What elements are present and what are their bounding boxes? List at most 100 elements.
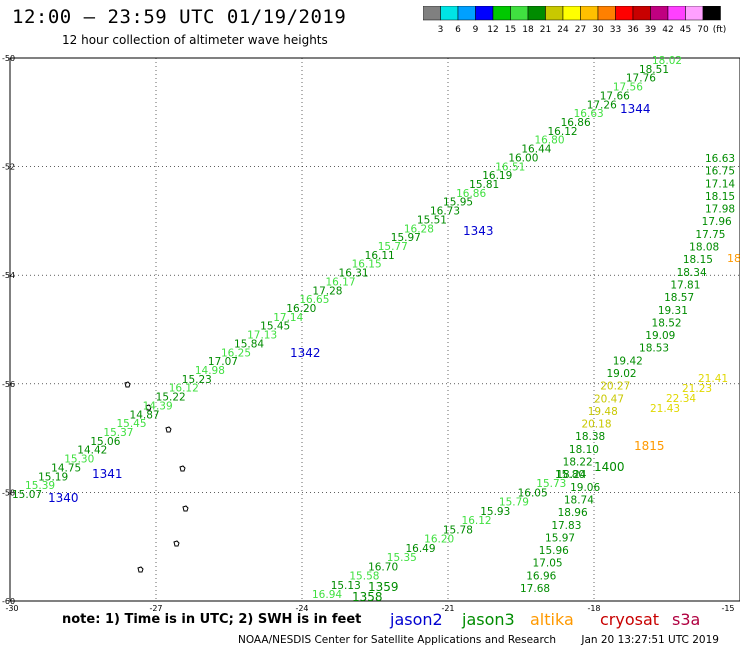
swh-value: 18.22 xyxy=(563,457,593,469)
pass-time: 1344 xyxy=(620,102,651,116)
swh-value: 16.00 xyxy=(508,152,538,164)
swh-value: 15.97 xyxy=(391,232,421,244)
swh-value: 15.81 xyxy=(469,179,499,191)
swh-value: 18.24 xyxy=(556,469,586,481)
swh-value: 16.11 xyxy=(365,250,395,262)
color-scale-bar: 3 6 9 12 15 18 21 24 27 30 33 36 39 42 45 70 (ft) xyxy=(423,6,727,35)
swh-value: 16.51 xyxy=(495,161,525,173)
swh-value: 16.15 xyxy=(352,259,382,271)
scale-label: 70 xyxy=(697,25,709,35)
swh-value: 15.37 xyxy=(103,427,133,439)
swh-value: 17.68 xyxy=(520,583,550,595)
swh-value: 15.93 xyxy=(480,506,510,518)
swh-value: 15.22 xyxy=(156,392,186,404)
swh-value: 18.15 xyxy=(705,191,735,203)
swh-value: 14.39 xyxy=(143,400,173,412)
swh-value: 16.28 xyxy=(404,223,434,235)
lon-label: -24 xyxy=(295,604,308,613)
lon-label: -18 xyxy=(587,604,600,613)
swh-value: 15.45 xyxy=(260,321,290,333)
swh-value: 17.81 xyxy=(670,279,700,291)
swh-value: 16.19 xyxy=(482,170,512,182)
swh-value: 15.58 xyxy=(349,571,379,583)
island-outline xyxy=(173,540,180,547)
swh-value: 15.06 xyxy=(90,436,120,448)
swh-value: 16.12 xyxy=(169,383,199,395)
swh-value: 16.70 xyxy=(368,561,398,573)
scale-swatch xyxy=(702,6,721,21)
swh-value: 19.06 xyxy=(570,482,600,494)
swh-value: 15.51 xyxy=(417,214,447,226)
map-frame xyxy=(9,57,740,602)
swh-value: 20.47 xyxy=(594,393,624,405)
swh-value: 15.45 xyxy=(116,418,146,430)
island-outline xyxy=(145,404,152,411)
swh-value: 16.96 xyxy=(526,570,556,582)
swh-value: 15.39 xyxy=(25,480,55,492)
scale-label: 6 xyxy=(455,25,461,35)
lon-label: -30 xyxy=(5,604,18,613)
swh-value: 18.53 xyxy=(639,343,669,355)
swh-value: 16.80 xyxy=(534,135,564,147)
map-title: 12:00 – 23:59 UTC 01/19/2019 xyxy=(12,6,347,28)
swh-value: 16.49 xyxy=(405,543,435,555)
swh-value: 20.18 xyxy=(581,419,611,431)
swh-value: 18.57 xyxy=(664,292,694,304)
swh-value: 18.52 xyxy=(652,317,682,329)
swh-value: 17.96 xyxy=(702,216,732,228)
legend-entry-jason2: jason2 xyxy=(390,610,443,629)
lat-label: -56 xyxy=(2,380,15,389)
pass-time: 1343 xyxy=(463,224,494,238)
swh-value: 19.09 xyxy=(645,330,675,342)
scale-label: 39 xyxy=(645,25,657,35)
scale-label: 30 xyxy=(592,25,604,35)
swh-value: 15.35 xyxy=(387,552,417,564)
lat-label: -52 xyxy=(2,163,15,172)
swh-value: 16.25 xyxy=(221,347,251,359)
scale-label: 36 xyxy=(627,25,639,35)
swh-value: 16.75 xyxy=(705,166,735,178)
swh-value: 17.98 xyxy=(705,204,735,216)
scale-label: 3 xyxy=(438,25,444,35)
swh-value: 16.63 xyxy=(574,108,604,120)
swh-value: 19.31 xyxy=(658,305,688,317)
swh-value: 17.76 xyxy=(626,73,656,85)
legend-entry-altika: altika xyxy=(530,610,574,629)
swh-value: 14.75 xyxy=(51,462,81,474)
swh-value: 15.77 xyxy=(378,241,408,253)
swh-value: 15.23 xyxy=(182,374,212,386)
swh-value: 17.07 xyxy=(208,356,238,368)
swh-value: 17.13 xyxy=(247,330,277,342)
swh-value: 15.96 xyxy=(539,545,569,557)
swh-value: 16.20 xyxy=(286,303,316,315)
legend-entry-cryosat: cryosat xyxy=(600,610,660,629)
swh-value: 19.48 xyxy=(588,406,618,418)
legend-entry-s3a: s3a xyxy=(672,610,701,629)
island-outline xyxy=(182,505,189,512)
swh-value: 17.66 xyxy=(600,90,630,102)
lat-label: -58 xyxy=(2,488,15,497)
swh-value: 16.31 xyxy=(339,268,369,280)
swh-value: 16.20 xyxy=(424,534,454,546)
swh-value: 17.83 xyxy=(551,520,581,532)
swh-value: 15.84 xyxy=(234,338,264,350)
swh-value: 16.12 xyxy=(462,515,492,527)
swh-value: 17.75 xyxy=(695,229,725,241)
swh-value: 18.08 xyxy=(689,242,719,254)
island-outline xyxy=(165,426,172,433)
swh-value: 21.43 xyxy=(650,403,680,415)
lat-label: -60 xyxy=(2,597,15,606)
swh-value: 21.23 xyxy=(682,383,712,395)
scale-unit: (ft) xyxy=(713,25,727,35)
swh-value: 15.19 xyxy=(38,471,68,483)
scale-label: 15 xyxy=(505,25,516,35)
swh-value: 18 xyxy=(727,252,740,265)
swh-value: 17.14 xyxy=(705,178,735,190)
swh-value: 14.42 xyxy=(77,445,107,457)
swh-value: 15.30 xyxy=(64,454,94,466)
island-outline xyxy=(137,566,144,573)
swh-value: 16.86 xyxy=(456,188,486,200)
swh-value: 16.05 xyxy=(518,487,548,499)
swh-value: 22.34 xyxy=(666,393,696,405)
pass-time: 1400 xyxy=(594,460,625,474)
